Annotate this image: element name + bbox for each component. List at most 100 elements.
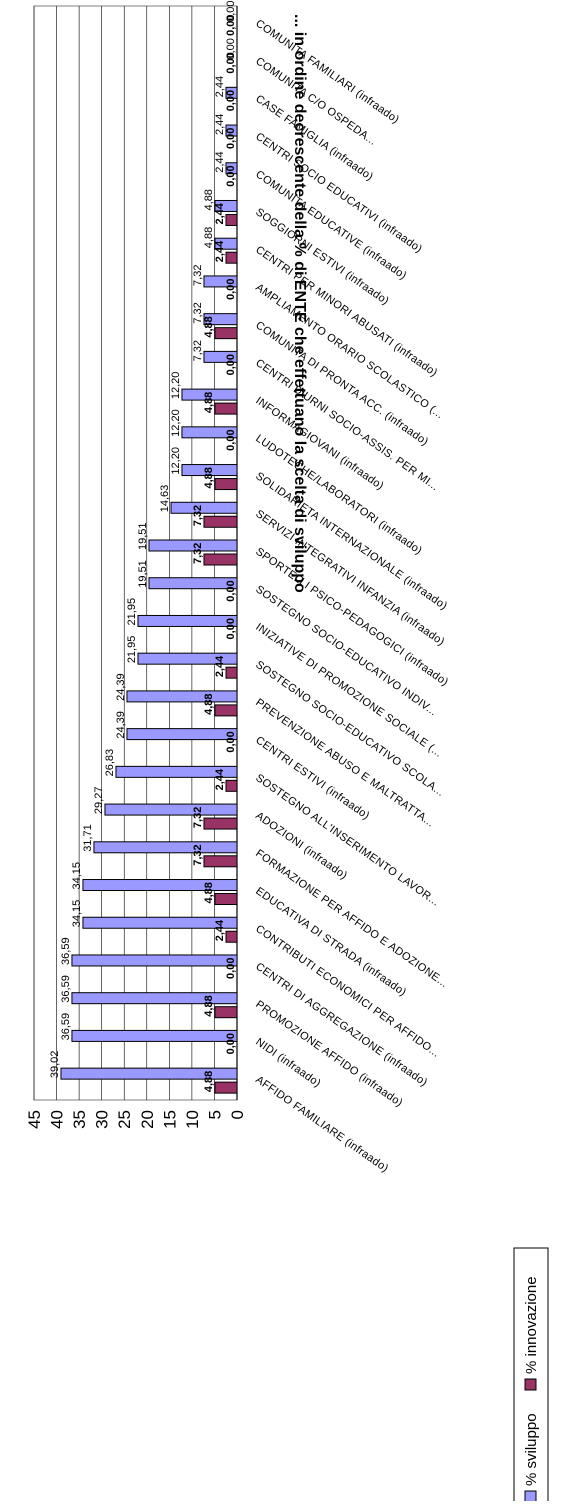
data-label-sviluppo: 2,44 (214, 114, 226, 135)
bar-sviluppo (93, 841, 238, 854)
data-label-innovazione: 4,88 (203, 693, 215, 714)
category-label: INIZIATIVE DI PROMOZIONE SOCIALE (... (253, 621, 444, 760)
bar-sviluppo (181, 426, 238, 439)
bar-innovazione (225, 666, 238, 679)
bar-sviluppo (104, 803, 238, 816)
y-tick-label: 20 (138, 1110, 157, 1129)
bar-sviluppo (225, 86, 238, 99)
data-label-innovazione: 0,00 (225, 128, 237, 149)
data-label-sviluppo: 2,44 (214, 151, 226, 172)
legend-swatch-sviluppo (524, 1490, 537, 1503)
data-label-sviluppo: 7,32 (192, 302, 204, 323)
bar-sviluppo (203, 313, 238, 326)
data-label-innovazione: 0,00 (225, 90, 237, 111)
bar-sviluppo (71, 1029, 238, 1042)
data-label-sviluppo: 31,71 (82, 824, 94, 852)
bar-sviluppo (203, 350, 238, 363)
data-label-innovazione: 0,00 (225, 279, 237, 300)
data-label-sviluppo: 26,83 (104, 749, 116, 777)
bar-sviluppo (71, 954, 238, 967)
category-label: SOSTEGNO SOCIO-EDUCATIVO SCOLA... (253, 659, 446, 799)
legend: % sviluppo % innovazione (513, 1247, 549, 1506)
data-label-sviluppo: 24,39 (115, 711, 127, 739)
data-label-sviluppo: 4,88 (203, 227, 215, 248)
data-label-sviluppo: 24,39 (115, 673, 127, 701)
data-label-innovazione: 4,88 (203, 1071, 215, 1092)
data-label-sviluppo: 7,32 (192, 340, 204, 361)
bar-innovazione (214, 1081, 238, 1094)
bar-innovazione (214, 402, 238, 415)
y-tick-label: 25 (115, 1110, 134, 1129)
bar-innovazione (225, 251, 238, 264)
bar-sviluppo (170, 501, 238, 514)
data-label-innovazione: 0,00 (225, 14, 237, 35)
data-label-innovazione: 4,88 (203, 995, 215, 1016)
data-label-innovazione: 2,44 (214, 240, 226, 262)
category-label: SPORTELLI PSICO-PEDAGOGICI (infraado) (253, 546, 450, 689)
data-label-innovazione: 0,00 (225, 958, 237, 979)
data-label-sviluppo: 7,32 (192, 265, 204, 286)
data-label-sviluppo: 4,88 (203, 189, 215, 210)
data-label-innovazione: 2,44 (214, 655, 226, 677)
bar-innovazione (203, 817, 238, 830)
data-label-sviluppo: 36,59 (60, 937, 72, 965)
data-label-innovazione: 2,44 (214, 202, 226, 224)
category-label: SOLIDARIETA INTERNAZIONALE (infraado) (253, 470, 449, 612)
data-label-sviluppo: 19,51 (137, 560, 149, 588)
data-label-innovazione: 0,00 (225, 1033, 237, 1054)
bar-sviluppo (148, 577, 238, 590)
data-label-sviluppo: 29,27 (93, 787, 105, 815)
bar-innovazione (214, 704, 238, 717)
category-label: CONTRIBUTI ECONOMICI PER AFFIDO... (253, 923, 441, 1060)
data-label-sviluppo: 39,02 (49, 1051, 61, 1079)
data-label-sviluppo: 14,63 (159, 485, 171, 513)
y-tick-label: 35 (70, 1110, 89, 1129)
bar-sviluppo (225, 162, 238, 175)
data-label-sviluppo: 34,15 (71, 862, 83, 890)
bar-innovazione (214, 893, 238, 906)
bar-sviluppo (126, 690, 238, 703)
category-label: SOSTEGNO ALL'INSERIMENTO LAVOR... (253, 772, 441, 909)
data-label-innovazione: 7,32 (192, 844, 204, 865)
data-label-innovazione: 2,44 (214, 768, 226, 790)
data-label-innovazione: 4,88 (203, 467, 215, 488)
bar-sviluppo (214, 199, 238, 212)
plot-area (33, 5, 238, 1101)
bar-sviluppo (82, 916, 238, 929)
data-label-innovazione: 0,00 (225, 52, 237, 73)
data-label-innovazione: 4,88 (203, 392, 215, 413)
bar-sviluppo (214, 237, 238, 250)
bar-sviluppo (148, 539, 238, 552)
data-label-innovazione: 7,32 (192, 807, 204, 828)
bar-innovazione (214, 327, 238, 340)
data-label-sviluppo: 0,00 (225, 0, 237, 21)
data-label-innovazione: 0,00 (225, 354, 237, 375)
bar-innovazione (214, 1006, 238, 1019)
y-tick-label: 45 (25, 1110, 44, 1129)
bar-innovazione (225, 213, 238, 226)
y-tick-label: 10 (183, 1110, 202, 1129)
data-label-innovazione: 4,88 (203, 882, 215, 903)
y-tick-label: 15 (160, 1110, 179, 1129)
bar-sviluppo (181, 388, 238, 401)
legend-label-innovazione: % innovazione (523, 1276, 540, 1374)
chart-title: ... in ordine decrescente della % di ENT… (291, 14, 308, 593)
bar-innovazione (225, 779, 238, 792)
data-label-innovazione: 0,00 (225, 580, 237, 601)
data-label-sviluppo: 21,95 (126, 636, 138, 664)
bar-sviluppo (181, 464, 238, 477)
category-label: SERVIZI INTEGRATIVI INFANZIA (infraado) (253, 508, 446, 648)
data-label-sviluppo: 34,15 (71, 900, 83, 928)
bar-sviluppo (203, 275, 238, 288)
data-label-innovazione: 7,32 (192, 505, 204, 526)
category-label: ADOZIONI (infraado) (253, 810, 349, 882)
data-label-sviluppo: 21,95 (126, 598, 138, 626)
data-label-innovazione: 0,00 (225, 429, 237, 450)
bar-sviluppo (82, 879, 238, 892)
bar-innovazione (214, 478, 238, 491)
legend-swatch-innovazione (524, 1378, 537, 1391)
category-label: CENTRI PER MINORI ABUSATI (infraado) (253, 244, 439, 379)
y-tick-label: 40 (48, 1110, 67, 1129)
